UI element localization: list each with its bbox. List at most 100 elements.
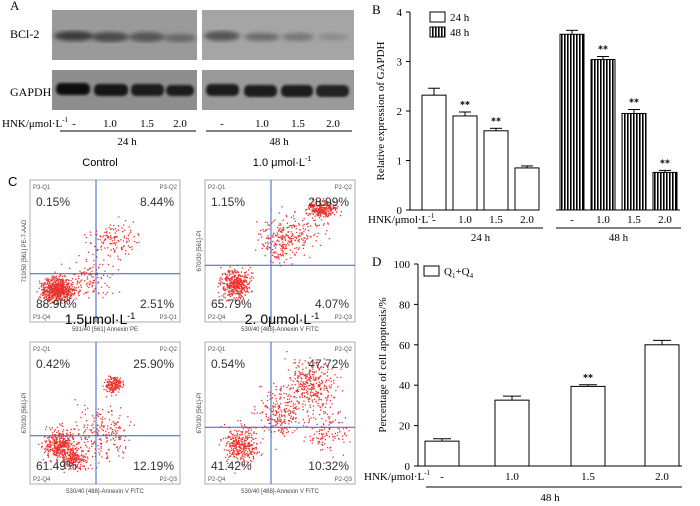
event-dot (52, 432, 54, 434)
event-dot (328, 418, 330, 420)
event-dot (91, 468, 93, 470)
gapdh-band (166, 85, 194, 96)
event-dot (61, 435, 63, 438)
event-dot (118, 387, 120, 389)
event-dot (325, 207, 327, 209)
event-dot (231, 442, 234, 445)
event-dot (279, 227, 281, 229)
event-dot (342, 428, 345, 430)
event-dot (70, 458, 72, 461)
event-dot (65, 293, 67, 295)
event-dot (46, 280, 48, 282)
event-dot (293, 396, 295, 398)
event-dot (231, 271, 233, 274)
event-dot (306, 381, 308, 384)
event-dot (232, 444, 234, 446)
event-dot (272, 220, 274, 223)
event-dot (78, 456, 80, 458)
event-dot (225, 445, 227, 447)
event-dot (255, 447, 257, 449)
event-dot (229, 451, 231, 453)
group-label-48h: 48 h (269, 136, 289, 148)
event-dot (339, 422, 341, 424)
event-dot (321, 436, 324, 438)
event-dot (107, 383, 110, 385)
event-dot (72, 456, 74, 459)
event-dot (232, 453, 235, 456)
event-dot (277, 227, 279, 229)
event-dot (115, 378, 117, 380)
event-dot (286, 351, 288, 353)
event-dot (104, 238, 106, 240)
event-dot (54, 450, 56, 452)
quadrant-q1-percent: 1.15% (211, 195, 245, 209)
event-dot (123, 229, 126, 231)
event-dot (113, 251, 116, 253)
event-dot (237, 281, 239, 283)
event-dot (122, 380, 124, 382)
event-dot (63, 461, 66, 463)
event-dot (97, 277, 99, 279)
event-dot (115, 383, 117, 385)
event-dot (118, 380, 120, 382)
event-dot (246, 427, 248, 429)
event-dot (221, 278, 223, 280)
event-dot (333, 379, 335, 382)
event-dot (283, 246, 285, 248)
event-dot (52, 277, 54, 280)
event-dot (309, 374, 311, 376)
event-dot (238, 281, 241, 284)
event-dot (274, 414, 276, 416)
event-dot (63, 281, 65, 283)
event-dot (244, 426, 246, 428)
event-dot (53, 275, 55, 278)
event-dot (237, 441, 239, 443)
event-dot (48, 449, 51, 451)
event-dot (113, 228, 115, 231)
event-dot (71, 278, 74, 280)
event-dot (341, 421, 343, 424)
event-dot (298, 383, 300, 385)
event-dot (102, 296, 104, 299)
event-dot (326, 375, 329, 377)
event-dot (315, 390, 317, 392)
event-dot (109, 232, 111, 234)
event-dot (69, 451, 71, 454)
event-dot (75, 465, 77, 467)
event-dot (106, 455, 109, 457)
event-dot (251, 444, 253, 447)
event-dot (283, 430, 285, 432)
quadrant-q4-percent: 65.79% (211, 297, 252, 311)
event-dot (62, 282, 64, 284)
event-dot (268, 224, 271, 226)
event-dot (102, 264, 104, 266)
event-dot (101, 241, 103, 243)
event-dot (63, 457, 65, 460)
event-dot (114, 386, 116, 389)
event-dot (329, 400, 332, 402)
event-dot (80, 458, 82, 460)
event-dot (299, 235, 301, 237)
event-dot (325, 363, 327, 365)
event-dot (329, 203, 331, 205)
event-dot (60, 280, 62, 282)
event-dot (260, 419, 262, 421)
event-dot (48, 444, 50, 446)
event-dot (50, 288, 52, 290)
event-dot (119, 380, 121, 383)
event-dot (279, 230, 282, 233)
gapdh-band (316, 85, 349, 97)
event-dot (313, 204, 315, 207)
event-dot (49, 300, 51, 302)
event-dot (323, 203, 325, 206)
event-dot (64, 454, 66, 456)
event-dot (290, 216, 293, 219)
event-dot (49, 460, 51, 462)
event-dot (287, 404, 289, 407)
event-dot (110, 392, 112, 394)
event-dot (55, 275, 57, 277)
event-dot (329, 212, 331, 214)
plot-title: 1.0 μmol·L-1 (253, 156, 312, 169)
event-dot (57, 281, 60, 283)
event-dot (93, 431, 95, 433)
